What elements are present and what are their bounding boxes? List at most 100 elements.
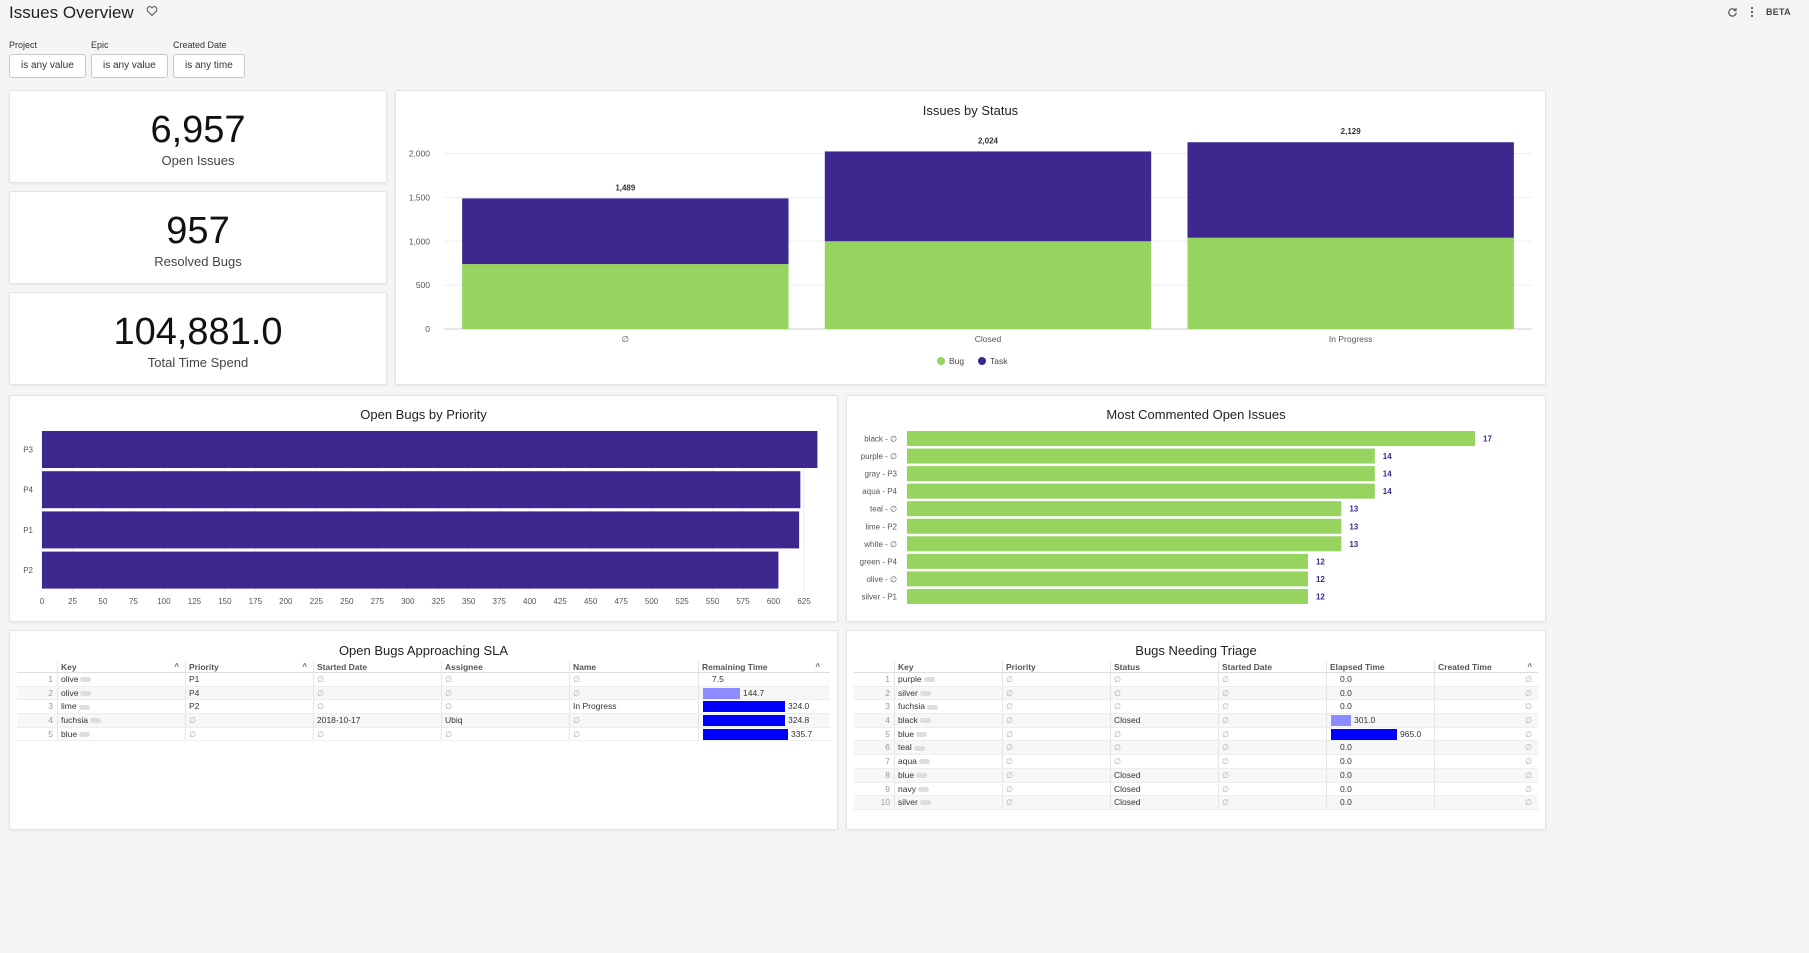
null-value: ∅ [1222,798,1229,808]
column-header[interactable]: Elapsed Time [1326,661,1434,672]
row-index: 4 [48,715,53,726]
table-cell: ∅ [1002,741,1110,755]
key-badge [80,690,92,696]
null-value: ∅ [1525,675,1532,684]
x-tick-label: 325 [432,597,446,606]
column-header[interactable]: Name [569,661,698,672]
filter-project: Project is any value [9,40,86,78]
table-cell: ∅ [313,686,441,700]
null-value: ∅ [1525,798,1532,808]
table-row[interactable]: 1 olive P1 ∅ ∅ ∅ 7.5 [17,673,830,687]
table-row[interactable]: 4 fuchsia ∅ 2018-10-17 Ubiq ∅ 324.8 [17,714,830,728]
table-row[interactable]: 10 silver ∅ Closed ∅ 0.0 ∅ [854,796,1538,810]
null-value: ∅ [445,702,452,712]
y-tick-label: lime - P2 [865,522,897,531]
open-bugs-by-priority-chart: 0 25 50 75 100 125 150 175 200 225 250 275 300 325 350… [23,431,818,606]
table-cell: ∅ [185,714,313,727]
table-cell: ∅ [1002,673,1110,686]
null-value: ∅ [1222,675,1229,684]
table-row[interactable]: 2 silver ∅ ∅ ∅ 0.0 ∅ [854,686,1538,701]
table-cell: purple [894,673,1002,686]
table-row[interactable]: 5 blue ∅ ∅ ∅ ∅ 335.7 [17,727,830,742]
table-cell: ∅ [441,727,569,741]
y-tick-label: P3 [23,446,33,455]
key-badge [79,732,91,737]
table-cell: ∅ [1218,673,1326,686]
x-tick-label: 550 [706,597,720,606]
heart-icon[interactable] [146,5,158,17]
x-tick-label: 575 [736,597,750,606]
refresh-icon[interactable] [1727,7,1738,18]
index-header [854,661,894,672]
table-row[interactable]: 5 blue ∅ ∅ ∅ 965.0 ∅ [854,727,1538,742]
x-tick-label: 275 [371,597,385,606]
null-value: ∅ [1222,688,1229,698]
table-cell: ∅ [1434,714,1538,727]
sort-caret-icon[interactable]: ^ [302,662,307,671]
key-badge [913,745,925,751]
column-header[interactable]: Key ^ [57,661,185,672]
filter-project-button[interactable]: is any value [9,54,86,78]
kpi-total-time-spend[interactable]: 104,881.0 Total Time Spend [9,292,387,385]
null-value: ∅ [317,688,324,698]
bar-bug [1187,237,1514,329]
column-header[interactable]: Remaining Time ^ [698,661,826,672]
table-row[interactable]: 6 teal ∅ ∅ ∅ 0.0 ∅ [854,741,1538,756]
sort-caret-icon[interactable]: ^ [1527,662,1532,671]
table-row[interactable]: 3 lime P2 ∅ ∅ In Progress 324.0 [17,700,830,715]
table-cell: ∅ [1002,727,1110,741]
page-title: Issues Overview [9,3,134,22]
comment-bar [907,483,1375,499]
table-cell: Closed [1110,768,1218,782]
bar-cell: 0.0 [1326,782,1434,796]
null-value: ∅ [317,729,324,739]
column-header[interactable]: Priority [1002,661,1110,672]
column-header[interactable]: Started Date [313,661,441,672]
column-header[interactable]: Key [894,661,1002,672]
table-header-row: Key Priority Status Started Date Elapsed Tim… [854,661,1538,673]
bar-cell: 0.0 [1326,673,1434,686]
null-value: ∅ [573,716,580,726]
y-tick-label: purple - ∅ [861,452,897,461]
filter-epic-button[interactable]: is any value [91,54,168,78]
table-row[interactable]: 2 olive P4 ∅ ∅ ∅ 144.7 [17,686,830,701]
kpi-open-issues[interactable]: 6,957 Open Issues [9,90,387,183]
table-row[interactable]: 9 navy ∅ Closed ∅ 0.0 ∅ [854,782,1538,797]
column-header[interactable]: Priority ^ [185,661,313,672]
table-cell: ∅ [1002,700,1110,714]
table-row[interactable]: 8 blue ∅ Closed ∅ 0.0 ∅ [854,768,1538,783]
bar-task [462,198,789,265]
column-header-label: Key [61,662,77,672]
null-value: ∅ [1525,729,1532,739]
bar-cell: 7.5 [698,673,826,686]
column-header[interactable]: Started Date [1218,661,1326,672]
x-tick-label: 475 [614,597,628,606]
most-commented-card: Most Commented Open Issues black - ∅ 17 pu… [846,395,1546,622]
y-tick-label: P4 [23,486,33,495]
sort-caret-icon[interactable]: ^ [815,662,820,671]
more-options-icon[interactable] [1750,6,1754,18]
y-tick-label: 2,000 [409,149,431,159]
table-cell: ∅ [1002,714,1110,727]
table-cell: ∅ [569,727,698,741]
kpi-resolved-bugs[interactable]: 957 Resolved Bugs [9,191,387,284]
table-row[interactable]: 4 black ∅ Closed ∅ 301.0 ∅ [854,714,1538,728]
issues-by-status-card: Issues by Status 0 500 1,000 1,500 2,000 1,48… [395,90,1546,385]
sort-caret-icon[interactable]: ^ [174,662,179,671]
table-row[interactable]: 3 fuchsia ∅ ∅ ∅ 0.0 ∅ [854,700,1538,715]
cell-value: P4 [189,687,200,698]
table-row[interactable]: 7 aqua ∅ ∅ ∅ 0.0 ∅ [854,755,1538,769]
filter-created-date-button[interactable]: is any time [173,54,245,78]
y-tick-label: 1,000 [409,236,431,246]
column-header[interactable]: Created Time ^ [1434,661,1538,672]
column-header[interactable]: Status [1110,661,1218,672]
bar-value-label: 17 [1483,435,1492,444]
key-badge [919,718,931,724]
cell-value: P2 [189,701,200,712]
chart-title: Open Bugs by Priority [360,407,487,422]
column-header[interactable]: Assignee [441,661,569,672]
null-value: ∅ [1114,688,1121,698]
table-row[interactable]: 1 purple ∅ ∅ ∅ 0.0 ∅ [854,673,1538,687]
table-title: Open Bugs Approaching SLA [338,643,509,658]
table-cell: ∅ [313,727,441,741]
